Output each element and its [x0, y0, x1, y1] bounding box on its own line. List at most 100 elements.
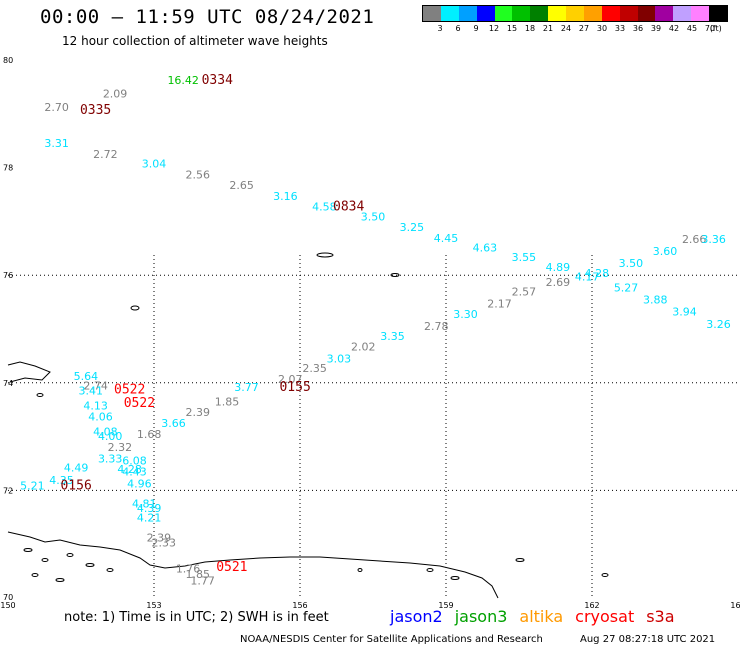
wave-height-value: 2.66	[682, 233, 707, 246]
coastline-path	[7, 531, 499, 599]
wave-height-value: 4.96	[127, 478, 152, 491]
satellite-legend: jason2 jason3 altika cryosat s3a	[390, 607, 687, 626]
legend-tick-label: 6	[455, 24, 461, 33]
wave-height-value: 3.30	[453, 308, 478, 321]
wave-height-value: 4.13	[83, 400, 108, 413]
lon-axis-label: 165	[730, 601, 740, 610]
wave-height-value: 3.41	[78, 385, 103, 398]
wave-height-value: 4.21	[137, 512, 162, 525]
legend-tick-label: 36	[632, 24, 644, 33]
wave-height-value: 4.45	[434, 232, 459, 245]
wave-height-value: 3.60	[653, 245, 678, 258]
legend-swatch	[709, 6, 727, 21]
island-outline	[55, 578, 65, 582]
island-outline	[23, 548, 33, 552]
wave-height-value: 4.00	[98, 430, 123, 443]
wave-height-value: 5.64	[74, 370, 99, 383]
satellite-name: altika	[519, 607, 564, 626]
wave-height-values: 2.70 2.09 16.42 3.31 2.72 3.04 2.56 2.65 3.16 4.5…	[20, 74, 731, 587]
wave-height-value: 2.57	[512, 286, 537, 299]
lat-axis-label: 80	[3, 56, 13, 65]
wave-height-value: 2.70	[44, 101, 69, 114]
wave-height-value: 2.35	[302, 362, 327, 375]
wave-height-value: 1.68	[137, 428, 162, 441]
legend-swatch	[619, 6, 638, 21]
wave-height-value: 3.88	[643, 294, 668, 307]
wave-height-value: 2.56	[186, 168, 211, 181]
color-legend: 3 6 9 12 15 18 21 24 27 30 33 36 39 42 45 70 (ft)	[422, 5, 728, 35]
lat-axis-label: 74	[3, 379, 13, 388]
legend-tick-label: 15	[506, 24, 518, 33]
wave-height-value: 5.27	[614, 281, 639, 294]
legend-tick-label: 30	[596, 24, 608, 33]
legend-swatch	[548, 6, 566, 21]
island-outline	[41, 558, 49, 562]
legend-swatch	[601, 6, 620, 21]
island-outline	[31, 573, 39, 577]
wave-height-value: 3.77	[234, 381, 259, 394]
map-subtitle: 12 hour collection of altimeter wave hei…	[62, 34, 328, 48]
wave-height-value: 1.77	[190, 575, 215, 588]
legend-swatch	[440, 6, 459, 21]
island-outline	[130, 305, 140, 311]
pass-time-label: 0522	[124, 396, 155, 411]
satellite-name: jason2	[390, 607, 443, 626]
wave-height-value: 3.33	[98, 452, 123, 465]
wave-height-value: 2.32	[108, 441, 133, 454]
wave-height-value: 2.74	[83, 379, 108, 392]
wave-height-value: 4.43	[122, 465, 147, 478]
wave-height-value: 3.50	[361, 210, 386, 223]
wave-height-value: 4.39	[137, 502, 162, 515]
lat-axis-label: 76	[3, 271, 13, 280]
legend-tick-label: 33	[614, 24, 626, 33]
legend-swatch	[512, 6, 531, 21]
legend-tick-label: 39	[650, 24, 662, 33]
wave-height-value: 3.03	[327, 352, 352, 365]
legend-swatch	[637, 6, 656, 21]
coastline	[7, 252, 609, 599]
legend-swatch	[583, 6, 602, 21]
wave-height-value: 2.69	[546, 276, 571, 289]
island-outline	[426, 568, 434, 572]
satellite-name: cryosat	[575, 607, 635, 626]
lon-axis-label: 153	[146, 601, 161, 610]
island-outline	[85, 563, 95, 567]
wave-height-value: 4.06	[88, 410, 113, 423]
lat-lon-grid	[8, 255, 738, 598]
island-outline	[66, 553, 74, 557]
wave-height-value: 4.49	[64, 462, 89, 475]
island-outline	[515, 558, 525, 562]
legend-tick-label: 12	[488, 24, 500, 33]
legend-tick-label: 42	[668, 24, 680, 33]
wave-height-value: 1.76	[176, 563, 201, 576]
island-outline	[601, 573, 609, 577]
lon-axis-label: 156	[292, 601, 307, 610]
legend-ticks: 3 6 9 12 15 18 21 24 27 30 33 36 39 42 45 70 (ft)	[422, 22, 728, 34]
wave-height-value: 2.65	[229, 179, 254, 192]
legend-tick-label: 18	[524, 24, 536, 33]
island-outline	[316, 252, 334, 258]
wave-height-value: 3.16	[273, 190, 298, 203]
wave-height-value: 2.17	[487, 297, 512, 310]
wave-height-value: 1.85	[186, 568, 211, 581]
wave-height-value: 1.85	[215, 395, 240, 408]
lon-axis-label: 150	[0, 601, 15, 610]
pass-time-label: 0334	[202, 73, 233, 88]
island-outline	[390, 273, 400, 277]
pass-time-label: 0155	[279, 380, 310, 395]
wave-height-value: 4.08	[93, 426, 118, 439]
wave-height-value: 6.08	[122, 455, 147, 468]
footnote: note: 1) Time is in UTC; 2) SWH is in fe…	[64, 610, 329, 625]
wave-height-value: 2.02	[351, 341, 376, 354]
wave-height-value: 5.21	[20, 479, 45, 492]
island-outline	[106, 568, 114, 572]
legend-swatch	[423, 6, 441, 21]
wave-height-value: 3.25	[400, 221, 425, 234]
wave-height-value: 4.28	[585, 267, 610, 280]
island-outline	[7, 361, 51, 383]
wave-height-value: 4.89	[546, 261, 571, 274]
legend-tick-label: 27	[578, 24, 590, 33]
legend-swatch	[494, 6, 513, 21]
